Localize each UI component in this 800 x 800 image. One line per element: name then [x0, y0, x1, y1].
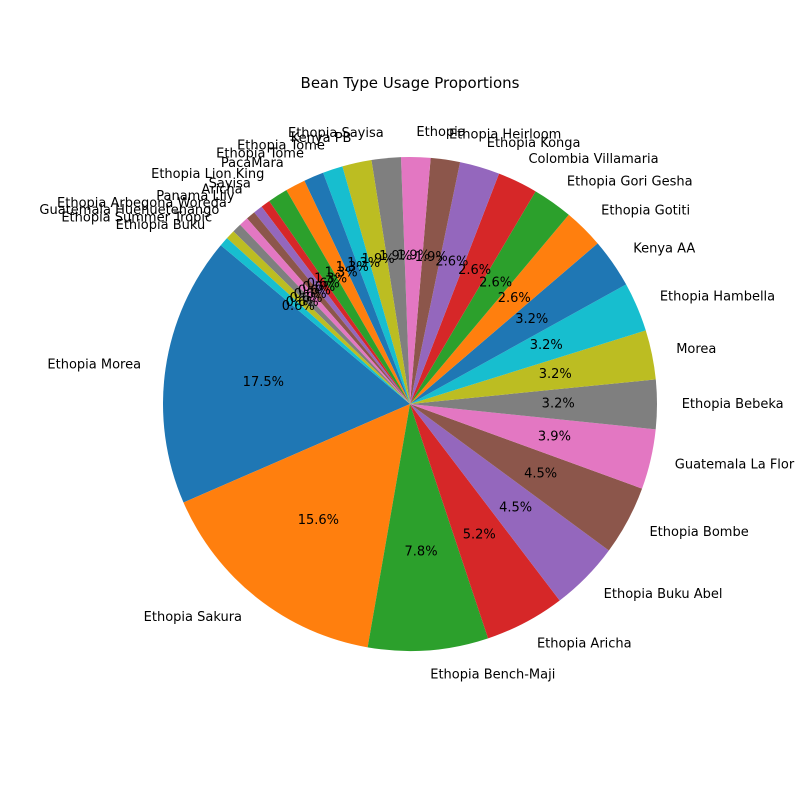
- slice-percent-label: 1.9%: [379, 249, 412, 264]
- slice-label: Ethopia Buku Abel: [604, 587, 723, 602]
- slice-percent-label: 3.9%: [538, 430, 571, 445]
- slice-percent-label: 0.6%: [282, 299, 315, 314]
- slice-percent-label: 3.2%: [530, 338, 563, 353]
- pie-slice: [220, 238, 410, 404]
- slice-label: Ethopia Sayisa: [288, 126, 384, 141]
- slice-label: Ethopia Sakura: [144, 610, 242, 625]
- slice-label: Ethopia Lion King: [151, 167, 264, 182]
- pie-slice: [410, 214, 598, 404]
- pie-slice: [410, 284, 646, 404]
- slice-percent-label: 1.9%: [415, 250, 448, 265]
- pie-slice: [400, 157, 431, 404]
- slice-percent-label: 4.5%: [499, 500, 532, 515]
- pie-slice: [410, 173, 536, 404]
- pie-slice: [410, 404, 609, 601]
- pie-slice: [247, 212, 410, 404]
- slice-label: Ethopia Tome: [237, 138, 325, 153]
- pie-slice: [342, 160, 410, 404]
- pie-slice: [410, 404, 643, 551]
- slice-percent-label: 1.3%: [325, 265, 358, 280]
- pie-slice: [410, 404, 560, 639]
- pie-slice: [261, 201, 410, 404]
- slice-percent-label: 0.6%: [298, 283, 331, 298]
- slice-percent-label: 17.5%: [243, 375, 284, 390]
- slice-percent-label: 2.6%: [458, 263, 491, 278]
- pie-slice: [410, 191, 569, 404]
- pie-slice: [410, 243, 627, 404]
- pie-slice: [269, 190, 410, 404]
- slice-percent-label: 4.5%: [524, 467, 557, 482]
- slice-label: Panama Lily: [156, 189, 235, 204]
- pie-slice: [254, 206, 410, 404]
- slice-percent-label: 0.6%: [290, 291, 323, 306]
- slice-label: Ethopia Tome: [216, 146, 304, 161]
- pie-slice: [371, 157, 410, 404]
- chart-title: Bean Type Usage Proportions: [301, 74, 520, 92]
- pie-slice: [226, 231, 410, 404]
- slice-percent-label: 5.2%: [463, 528, 496, 543]
- slice-percent-label: 0.6%: [286, 295, 319, 310]
- slice-percent-label: 1.3%: [347, 256, 380, 271]
- slice-label: Ethopia Konga: [487, 136, 581, 151]
- slice-percent-label: 7.8%: [405, 544, 438, 559]
- slice-percent-label: 3.2%: [515, 312, 548, 327]
- pie-slice: [304, 172, 410, 404]
- slice-percent-label: 0.6%: [307, 276, 340, 291]
- slice-percent-label: 0.6%: [294, 287, 327, 302]
- slice-percent-label: 1.3%: [314, 271, 347, 286]
- slices-layer: [163, 157, 658, 651]
- slice-label: Ethiopia Buku: [116, 218, 206, 233]
- slice-label: Ethopia Summer Tropic: [61, 210, 212, 225]
- pie-slice: [367, 404, 489, 651]
- pie-slice: [233, 224, 410, 404]
- slice-percent-label: 0.6%: [302, 280, 335, 295]
- slice-label: Ethopia Morea: [47, 358, 141, 373]
- slice-label: Ethopia Bebeka: [682, 397, 784, 412]
- slice-label: Ethopia Aricha: [537, 637, 632, 652]
- slice-percent-label: 2.6%: [435, 254, 468, 269]
- slice-label: Kenya AA: [633, 242, 695, 257]
- slice-percent-label: 15.6%: [298, 513, 339, 528]
- slice-percent-label: 1.9%: [397, 248, 430, 263]
- pie-slice: [323, 166, 410, 404]
- slice-label: Ethopia Gotiti: [601, 203, 690, 218]
- slice-percent-label: 3.2%: [542, 397, 575, 412]
- pie-slice: [410, 379, 658, 430]
- slice-label: Ethopia Bombe: [649, 525, 748, 540]
- slice-percent-label: 1.3%: [336, 260, 369, 275]
- slice-percent-label: 1.9%: [362, 252, 395, 267]
- slice-label: Ethopia Bench-Maji: [430, 667, 555, 682]
- slice-label: Ethopia Heirloom: [449, 128, 561, 143]
- slice-percent-label: 3.2%: [539, 367, 572, 382]
- pie-slice: [410, 162, 500, 404]
- slice-label: Guatemala La Flor: [675, 457, 795, 472]
- slice-label: PacaMara: [221, 156, 284, 171]
- slice-label: Ethopia Hambella: [660, 290, 775, 305]
- slice-percent-label: 2.6%: [498, 291, 531, 306]
- pie-slice: [410, 330, 656, 404]
- pie-slice: [183, 404, 410, 648]
- labels-layer: Ethopia Morea 17.5% Ethopia Sakura 15.6% Eth…: [39, 125, 794, 683]
- slice-label: Guatemala Huehuetenango: [39, 203, 219, 218]
- slice-label: Sayisa: [209, 176, 251, 191]
- slice-percent-label: 2.6%: [479, 276, 512, 291]
- pie-slice: [410, 404, 656, 489]
- slice-label: Morea: [676, 342, 716, 357]
- slice-label: Ethopia Gori Gesha: [567, 175, 693, 190]
- pie-slice: [286, 180, 410, 404]
- pie-slice: [240, 218, 410, 404]
- slice-label: Colombia Villamaria: [528, 152, 658, 167]
- slice-label: Ethopia: [416, 125, 465, 140]
- slice-label: Kenya PB: [291, 131, 352, 146]
- slice-label: Ethopia Arbegona Woreda: [57, 196, 227, 211]
- pie-slice: [410, 157, 461, 404]
- pie-slice: [163, 245, 410, 503]
- slice-label: Aricha: [201, 182, 242, 197]
